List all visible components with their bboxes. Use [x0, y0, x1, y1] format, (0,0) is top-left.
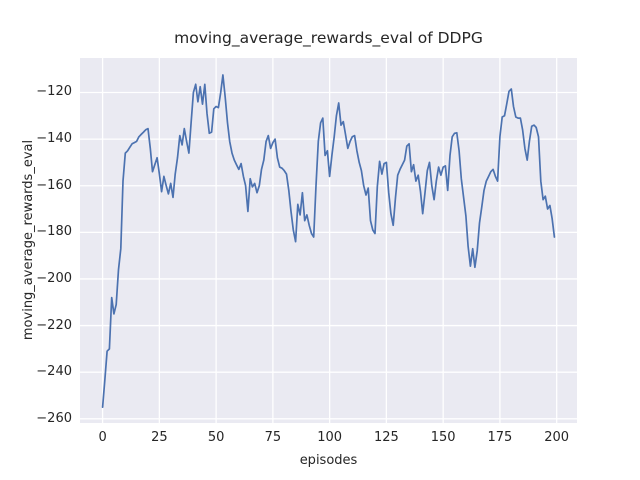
- y-tick-label: −260: [36, 410, 72, 426]
- y-tick-label: −160: [36, 177, 72, 193]
- y-tick-label: −200: [36, 270, 72, 286]
- x-tick-label: 200: [544, 430, 570, 445]
- axes-background: [80, 58, 577, 423]
- chart-title: moving_average_rewards_eval of DDPG: [174, 29, 483, 47]
- y-tick-label: −220: [36, 317, 72, 333]
- x-tick-label: 125: [373, 430, 399, 445]
- x-axis-label: episodes: [299, 453, 358, 468]
- y-tick-label: −120: [36, 84, 72, 100]
- y-tick-label: −240: [36, 364, 72, 380]
- x-tick-label: 75: [264, 430, 282, 445]
- y-tick-label: −140: [36, 131, 72, 147]
- x-tick-label: 150: [430, 430, 456, 445]
- reward-line-series: [101, 74, 556, 409]
- x-tick-label: 50: [207, 430, 225, 445]
- y-tick-label: −180: [36, 224, 72, 240]
- x-tick-label: 25: [151, 430, 168, 445]
- x-tick-label: 0: [98, 430, 107, 445]
- x-tick-label: 175: [487, 430, 513, 445]
- x-tick-label: 100: [317, 430, 343, 445]
